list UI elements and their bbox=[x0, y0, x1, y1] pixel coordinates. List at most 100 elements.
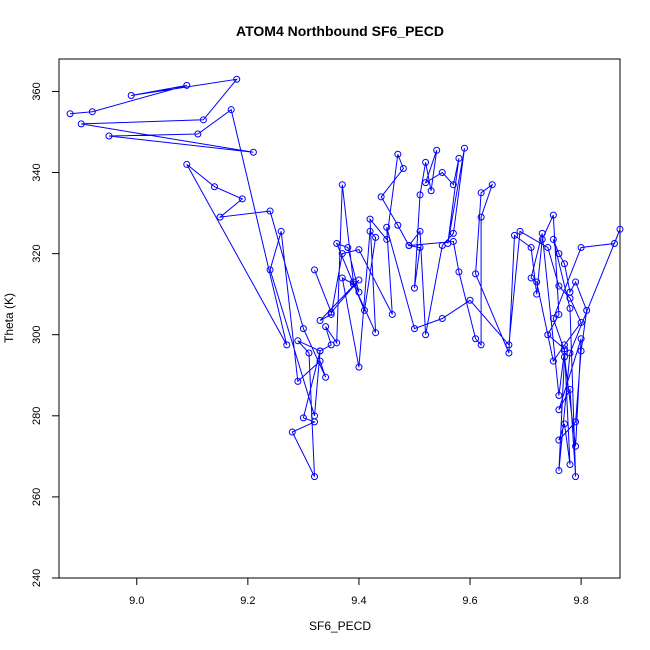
data-point bbox=[383, 223, 391, 231]
data-point bbox=[355, 363, 363, 371]
data-point bbox=[394, 150, 402, 158]
data-point bbox=[410, 284, 418, 292]
series-line bbox=[70, 78, 621, 477]
data-point bbox=[422, 331, 430, 339]
data-point bbox=[355, 288, 363, 296]
data-point bbox=[555, 282, 563, 290]
data-point bbox=[399, 164, 407, 172]
data-point bbox=[572, 418, 580, 426]
data-point bbox=[249, 148, 257, 156]
data-point bbox=[66, 110, 74, 118]
data-point bbox=[455, 268, 463, 276]
data-point bbox=[316, 347, 324, 355]
data-point bbox=[299, 325, 307, 333]
data-point bbox=[566, 460, 574, 468]
data-point bbox=[472, 335, 480, 343]
data-point bbox=[472, 270, 480, 278]
data-point bbox=[349, 280, 357, 288]
data-point bbox=[488, 181, 496, 189]
y-tick-label: 280 bbox=[31, 407, 43, 425]
data-point bbox=[544, 244, 552, 252]
data-point bbox=[610, 239, 618, 247]
data-point bbox=[505, 349, 513, 357]
data-point bbox=[238, 195, 246, 203]
data-point bbox=[266, 266, 274, 274]
data-point bbox=[199, 116, 207, 124]
data-point bbox=[77, 120, 85, 128]
data-point bbox=[355, 246, 363, 254]
data-point bbox=[327, 310, 335, 318]
y-tick-label: 240 bbox=[31, 569, 43, 587]
data-point bbox=[366, 215, 374, 223]
data-point bbox=[88, 108, 96, 116]
y-tick-label: 320 bbox=[31, 244, 43, 262]
chart-title: ATOM4 Northbound SF6_PECD bbox=[236, 23, 444, 39]
data-point bbox=[360, 306, 368, 314]
data-point bbox=[372, 233, 380, 241]
y-tick-label: 340 bbox=[31, 163, 43, 181]
data-point bbox=[127, 91, 135, 99]
data-point bbox=[555, 250, 563, 258]
data-point bbox=[311, 473, 319, 481]
data-point bbox=[505, 341, 513, 349]
data-point bbox=[433, 146, 441, 154]
data-point bbox=[366, 227, 374, 235]
data-point bbox=[577, 244, 585, 252]
data-point bbox=[422, 179, 430, 187]
data-point bbox=[322, 373, 330, 381]
data-point bbox=[477, 341, 485, 349]
x-tick-label: 9.8 bbox=[573, 595, 588, 607]
y-tick-label: 300 bbox=[31, 326, 43, 344]
data-point bbox=[449, 237, 457, 245]
data-point bbox=[549, 357, 557, 365]
data-point bbox=[383, 235, 391, 243]
data-point bbox=[355, 276, 363, 284]
y-tick-label: 360 bbox=[31, 82, 43, 100]
data-point bbox=[533, 290, 541, 298]
data-point bbox=[311, 418, 319, 426]
data-point bbox=[577, 319, 585, 327]
data-point bbox=[316, 317, 324, 325]
data-point bbox=[438, 315, 446, 322]
plot-frame bbox=[58, 58, 621, 579]
data-point bbox=[560, 420, 568, 428]
y-tick-label: 260 bbox=[31, 488, 43, 506]
data-point bbox=[299, 414, 307, 422]
data-point bbox=[338, 250, 346, 258]
data-point bbox=[294, 337, 302, 345]
data-point bbox=[549, 315, 557, 322]
data-point bbox=[311, 266, 319, 274]
data-point bbox=[105, 132, 113, 140]
data-point bbox=[405, 242, 413, 250]
x-tick-label: 9.4 bbox=[351, 595, 366, 607]
data-point bbox=[183, 81, 191, 89]
data-point bbox=[427, 187, 435, 195]
data-point bbox=[449, 181, 457, 189]
data-point bbox=[294, 377, 302, 385]
data-point bbox=[266, 207, 274, 215]
data-point bbox=[572, 278, 580, 286]
data-point bbox=[344, 244, 352, 252]
data-point bbox=[333, 239, 341, 247]
data-point bbox=[455, 154, 463, 162]
data-point bbox=[527, 244, 535, 252]
data-point bbox=[438, 169, 446, 177]
data-point bbox=[555, 406, 563, 414]
data-point bbox=[572, 442, 580, 450]
x-axis: 9.0 9.2 9.4 9.6 9.8 bbox=[129, 577, 589, 607]
data-point bbox=[449, 229, 457, 237]
data-point bbox=[288, 428, 296, 436]
data-point bbox=[555, 467, 563, 475]
data-point bbox=[466, 296, 474, 304]
data-point bbox=[477, 189, 485, 197]
data-point bbox=[555, 436, 563, 444]
y-axis: 240 260 280 300 320 340 360 bbox=[31, 82, 60, 587]
series-layer bbox=[66, 75, 624, 481]
data-point bbox=[460, 144, 468, 152]
data-point bbox=[577, 347, 585, 355]
data-point bbox=[516, 227, 524, 235]
data-point bbox=[377, 193, 385, 201]
data-point bbox=[338, 181, 346, 189]
data-point bbox=[277, 227, 285, 235]
